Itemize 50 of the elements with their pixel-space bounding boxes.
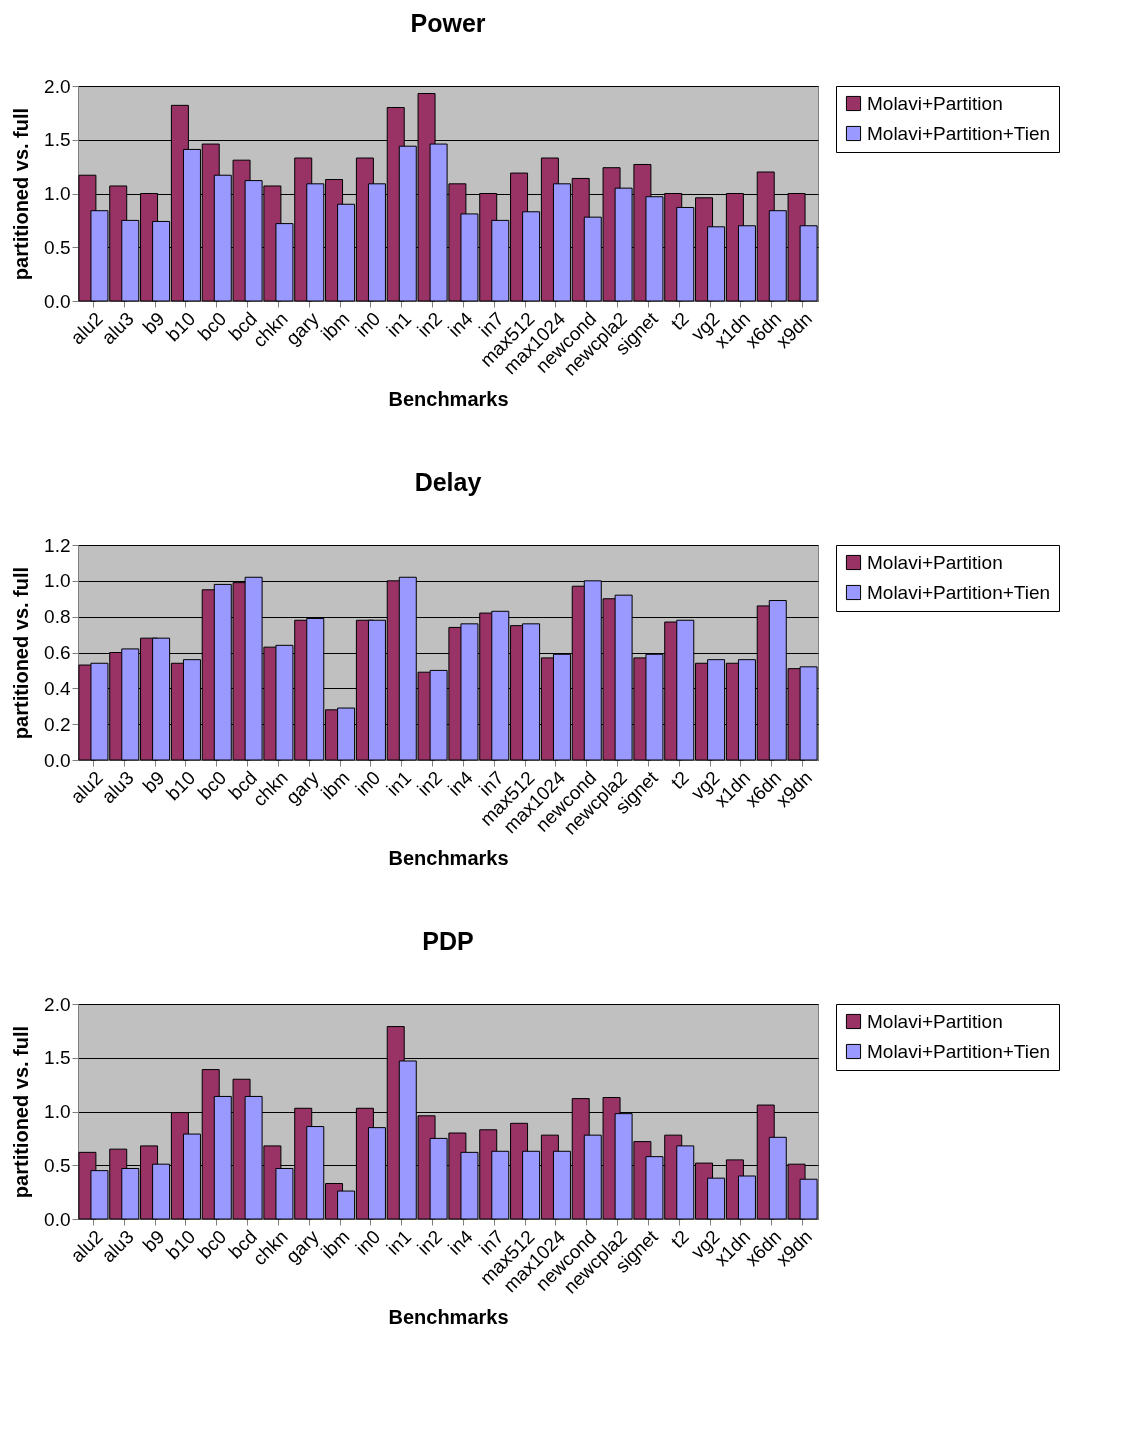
x-tick-label: in0	[351, 767, 385, 800]
legend-label: Molavi+Partition+Tien	[867, 122, 1051, 144]
y-tick-label: 0.2	[44, 713, 71, 735]
y-tick-label: 1.5	[44, 1047, 71, 1069]
x-tick-label: in2	[413, 1226, 447, 1259]
y-axis-title: partitioned vs. full	[10, 107, 33, 281]
y-axis-title: partitioned vs. full	[10, 566, 33, 740]
x-tick-label: in2	[413, 767, 447, 800]
x-tick-label: in1	[382, 1226, 416, 1259]
legend-label: Molavi+Partition	[867, 1010, 1003, 1032]
y-tick-label: 0.5	[44, 236, 71, 258]
x-tick-label: in0	[351, 308, 385, 341]
x-tick-label: t2	[666, 1226, 693, 1253]
legend-label: Molavi+Partition+Tien	[867, 581, 1051, 603]
x-tick-label: ibm	[317, 308, 354, 345]
y-tick-label: 0.0	[44, 749, 71, 771]
y-tick-label: 0.0	[44, 1208, 71, 1230]
x-tick-label: in2	[413, 308, 447, 341]
y-tick-label: 0.6	[44, 642, 71, 663]
y-tick-label: 0.8	[44, 606, 71, 628]
y-tick-label: 1.2	[44, 534, 71, 556]
x-tick-label: in1	[382, 308, 416, 341]
y-axis-title: partitioned vs. full	[10, 1025, 33, 1199]
x-axis-title: Benchmarks	[388, 1305, 509, 1328]
y-tick-label: 2.0	[44, 75, 71, 97]
x-tick-label: in0	[351, 1226, 385, 1259]
y-tick-label: 1.0	[44, 1101, 71, 1122]
y-tick-label: 1.5	[44, 129, 71, 151]
x-tick-label: in4	[444, 307, 478, 341]
y-tick-label: 0.0	[44, 290, 71, 312]
x-axis-title: Benchmarks	[388, 846, 509, 869]
legend-label: Molavi+Partition+Tien	[867, 1040, 1051, 1062]
x-axis-title: Benchmarks	[388, 387, 509, 410]
y-tick-label: 0.5	[44, 1154, 71, 1176]
x-tick-label: ibm	[317, 767, 354, 804]
chart-title: Delay	[414, 468, 482, 496]
y-tick-label: 0.4	[44, 677, 71, 699]
y-tick-label: 1.0	[44, 183, 71, 204]
x-tick-label: t2	[666, 767, 693, 794]
y-tick-label: 2.0	[44, 993, 71, 1015]
y-tick-label: 1.0	[44, 570, 71, 592]
x-tick-label: in4	[444, 1225, 478, 1259]
x-tick-label: ibm	[317, 1226, 354, 1263]
x-tick-label: t2	[666, 308, 693, 335]
x-tick-label: in1	[382, 767, 416, 800]
legend-label: Molavi+Partition	[867, 551, 1003, 573]
legend-label: Molavi+Partition	[867, 92, 1003, 114]
chart-title: Power	[410, 9, 486, 37]
chart-title: PDP	[422, 927, 474, 955]
x-tick-label: in4	[444, 766, 478, 800]
